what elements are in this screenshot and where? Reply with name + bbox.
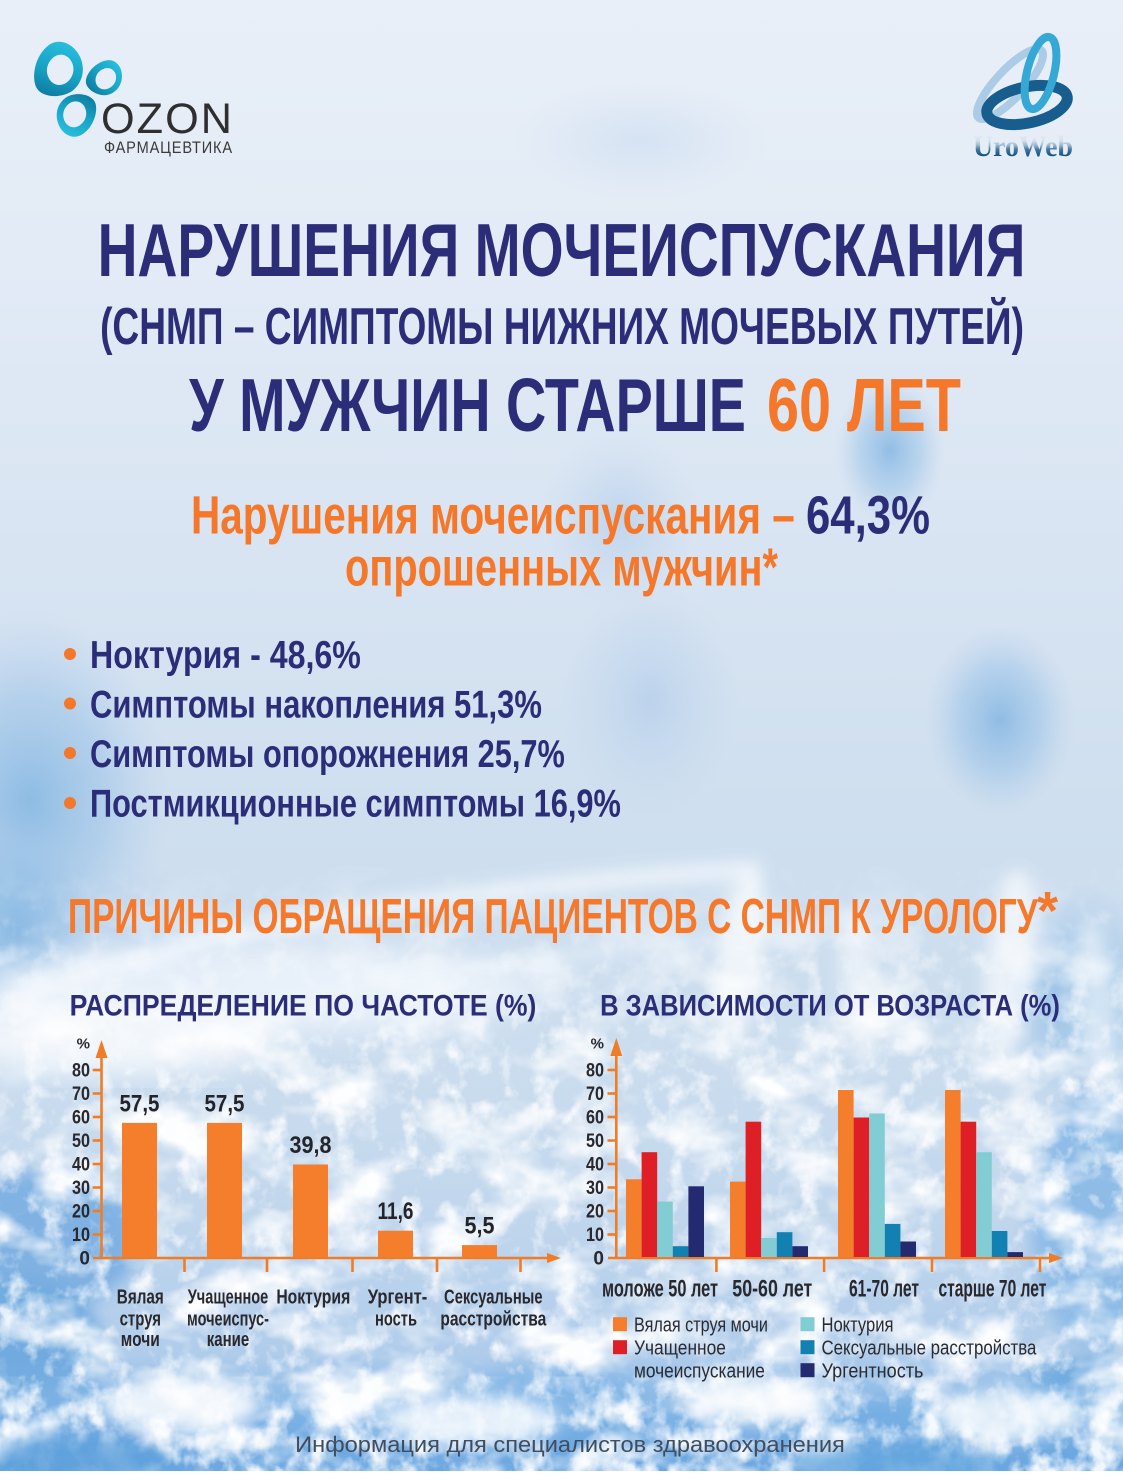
svg-text:(СНМП – СИМПТОМЫ НИЖНИХ МОЧЕВЫ: (СНМП – СИМПТОМЫ НИЖНИХ МОЧЕВЫХ ПУТЕЙ) [100,297,1024,356]
svg-text:0: 0 [593,1249,604,1270]
svg-text:OZON: OZON [101,95,234,143]
svg-text:UroWeb: UroWeb [973,130,1073,163]
svg-text:39,8: 39,8 [290,1131,332,1158]
svg-text:61-70 лет: 61-70 лет [849,1276,919,1302]
svg-text:60: 60 [72,1106,90,1128]
svg-text:моложе 50 лет: моложе 50 лет [602,1275,718,1302]
svg-text:мочи: мочи [121,1328,160,1351]
svg-text:ность: ность [375,1307,417,1330]
svg-text:64,3%: 64,3% [806,486,930,545]
svg-text:Вялая струя мочи: Вялая струя мочи [634,1314,768,1336]
svg-text:опрошенных мужчин*: опрошенных мужчин* [345,538,778,598]
svg-text:60 ЛЕТ: 60 ЛЕТ [767,364,961,448]
svg-text:мочеиспус-: мочеиспус- [187,1307,269,1330]
svg-text:60: 60 [586,1106,604,1128]
svg-text:Сексуальные расстройства: Сексуальные расстройства [822,1336,1038,1359]
svg-text:11,6: 11,6 [377,1197,413,1225]
svg-text:70: 70 [586,1083,604,1105]
svg-text:В ЗАВИСИМОСТИ ОТ ВОЗРАСТА (%): В ЗАВИСИМОСТИ ОТ ВОЗРАСТА (%) [600,989,1060,1022]
svg-text:Симптомы накопления 51,3%: Симптомы накопления 51,3% [90,683,542,726]
svg-text:У МУЖЧИН СТАРШЕ: У МУЖЧИН СТАРШЕ [189,363,746,447]
svg-text:мочеиспускание: мочеиспускание [634,1359,765,1381]
svg-text:50-60 лет: 50-60 лет [732,1276,812,1302]
svg-text:50: 50 [72,1130,90,1152]
svg-text:10: 10 [72,1224,90,1246]
svg-text:80: 80 [72,1059,90,1081]
svg-text:20: 20 [586,1200,604,1222]
svg-text:80: 80 [586,1059,604,1081]
svg-text:70: 70 [72,1083,90,1105]
svg-text:57,5: 57,5 [205,1090,245,1117]
svg-text:Ургент-: Ургент- [368,1285,427,1308]
svg-text:Ургентность: Ургентность [822,1361,924,1383]
svg-text:Ноктурия: Ноктурия [822,1313,894,1336]
svg-text:Симптомы опорожнения 25,7%: Симптомы опорожнения 25,7% [90,733,565,776]
svg-text:50: 50 [586,1130,604,1152]
svg-text:0: 0 [79,1249,90,1270]
svg-text:30: 30 [72,1177,90,1199]
svg-text:старше 70 лет: старше 70 лет [938,1276,1046,1302]
svg-text:ФАРМАЦЕВТИКА: ФАРМАЦЕВТИКА [104,139,233,157]
svg-text:40: 40 [586,1153,604,1175]
svg-text:57,5: 57,5 [120,1090,160,1117]
svg-text:Учащенное: Учащенное [634,1336,726,1358]
svg-text:РАСПРЕДЕЛЕНИЕ ПО ЧАСТОТЕ (%): РАСПРЕДЕЛЕНИЕ ПО ЧАСТОТЕ (%) [70,989,537,1023]
svg-text:30: 30 [586,1177,604,1199]
svg-text:Ноктурия - 48,6%: Ноктурия - 48,6% [90,633,361,677]
svg-text:Вялая: Вялая [117,1285,164,1308]
svg-text:струя: струя [120,1307,161,1330]
svg-text:кание: кание [207,1328,249,1351]
svg-text:Ноктурия: Ноктурия [276,1284,350,1308]
svg-text:10: 10 [586,1224,604,1246]
svg-text:5,5: 5,5 [465,1211,495,1238]
svg-text:%: % [77,1036,90,1053]
svg-text:*: * [1037,881,1058,941]
svg-text:НАРУШЕНИЯ МОЧЕИСПУСКАНИЯ: НАРУШЕНИЯ МОЧЕИСПУСКАНИЯ [98,208,1026,292]
svg-text:%: % [591,1036,604,1053]
svg-text:20: 20 [72,1200,90,1222]
svg-text:Постмикционные симптомы 16,9%: Постмикционные симптомы 16,9% [90,782,621,825]
svg-text:Сексуальные: Сексуальные [444,1285,543,1308]
svg-text:расстройства: расстройства [440,1307,547,1330]
svg-text:40: 40 [72,1153,90,1175]
svg-text:Нарушения мочеиспускания –: Нарушения мочеиспускания – [191,486,795,546]
svg-text:Учащенное: Учащенное [188,1285,269,1308]
svg-text:Информация для специалистов зд: Информация для специалистов здравоохране… [295,1432,845,1457]
svg-text:ПРИЧИНЫ ОБРАЩЕНИЯ ПАЦИЕНТОВ С: ПРИЧИНЫ ОБРАЩЕНИЯ ПАЦИЕНТОВ С СНМП К УРО… [68,889,1038,944]
